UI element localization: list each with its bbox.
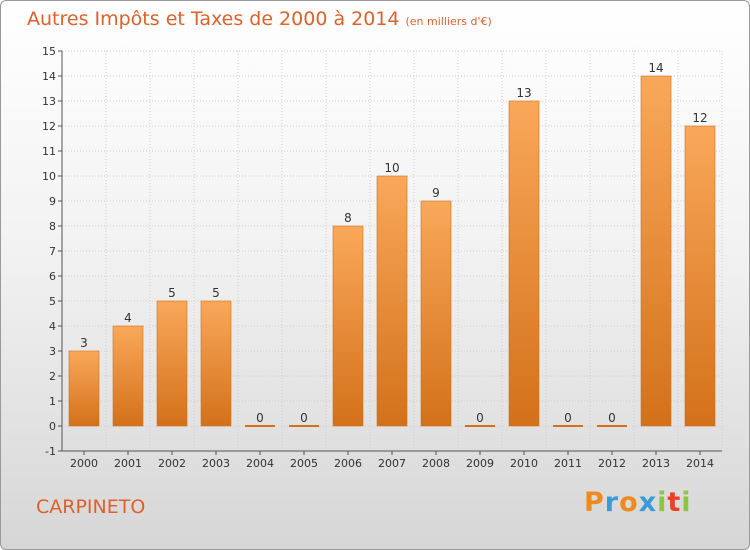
logo-letter: o: [619, 487, 639, 518]
x-tick-label: 2005: [290, 457, 318, 470]
y-tick-label: 8: [49, 220, 56, 233]
data-label: 5: [168, 286, 176, 300]
chart-title: Autres Impôts et Taxes de 2000 à 2014 (en…: [27, 8, 492, 30]
data-label: 3: [80, 336, 88, 350]
x-tick-label: 2013: [642, 457, 670, 470]
x-tick-label: 2004: [246, 457, 274, 470]
x-tick-label: 2012: [598, 457, 626, 470]
logo-letter: i: [657, 487, 668, 518]
bar: [640, 75, 672, 427]
y-tick-label: 15: [42, 45, 56, 58]
y-tick-label: 9: [49, 195, 56, 208]
logo-letter: t: [667, 487, 682, 518]
chart-title-text: Autres Impôts et Taxes de 2000 à 2014: [27, 8, 400, 30]
data-label: 9: [432, 186, 440, 200]
x-tick-label: 2006: [334, 457, 362, 470]
y-tick-label: 0: [49, 420, 56, 433]
data-label: 4: [124, 311, 132, 325]
x-tick-label: 2002: [158, 457, 186, 470]
bar: [376, 175, 408, 427]
data-label: 8: [344, 211, 352, 225]
bar: [420, 200, 452, 427]
proxiti-logo: Proxiti: [584, 487, 692, 518]
y-tick-label: 1: [49, 395, 56, 408]
y-tick-label: -1: [45, 445, 56, 458]
data-label: 14: [648, 61, 663, 75]
y-tick-label: 3: [49, 345, 56, 358]
y-tick-label: 13: [42, 95, 56, 108]
bar: [508, 100, 540, 427]
y-tick-label: 6: [49, 270, 56, 283]
data-label: 0: [256, 411, 264, 425]
y-tick-label: 5: [49, 295, 56, 308]
x-tick-label: 2009: [466, 457, 494, 470]
bar: [332, 225, 364, 427]
logo-letter: x: [638, 487, 658, 518]
bar: [112, 325, 144, 427]
logo-letter: P: [584, 487, 605, 518]
chart-unit-note: (en milliers d'€): [405, 15, 492, 28]
y-tick-label: 10: [42, 170, 56, 183]
logo-letter: r: [604, 487, 620, 518]
y-tick-label: 12: [42, 120, 56, 133]
data-label: 0: [564, 411, 572, 425]
bar: [684, 125, 716, 427]
data-label: 0: [608, 411, 616, 425]
logo-letter: i: [681, 487, 692, 518]
data-label: 13: [516, 86, 531, 100]
bar: [68, 350, 100, 427]
y-tick-label: 14: [42, 70, 56, 83]
bar: [200, 300, 232, 427]
x-tick-label: 2000: [70, 457, 98, 470]
y-tick-label: 11: [42, 145, 56, 158]
data-label: 0: [300, 411, 308, 425]
y-tick-label: 2: [49, 370, 56, 383]
x-tick-label: 2014: [686, 457, 714, 470]
y-tick-label: 4: [49, 320, 56, 333]
x-tick-label: 2010: [510, 457, 538, 470]
city-name: CARPINETO: [36, 496, 146, 518]
x-tick-label: 2007: [378, 457, 406, 470]
x-tick-label: 2008: [422, 457, 450, 470]
x-tick-label: 2001: [114, 457, 142, 470]
bars-layer: 3 4 5 5 0 0 8 10 9 0 13 0 0 14 12: [68, 61, 716, 427]
y-tick-label: 7: [49, 245, 56, 258]
x-tick-label: 2011: [554, 457, 582, 470]
data-label: 5: [212, 286, 220, 300]
data-label: 10: [384, 161, 399, 175]
x-tick-label: 2003: [202, 457, 230, 470]
data-label: 0: [476, 411, 484, 425]
data-label: 12: [692, 111, 707, 125]
bar: [156, 300, 188, 427]
